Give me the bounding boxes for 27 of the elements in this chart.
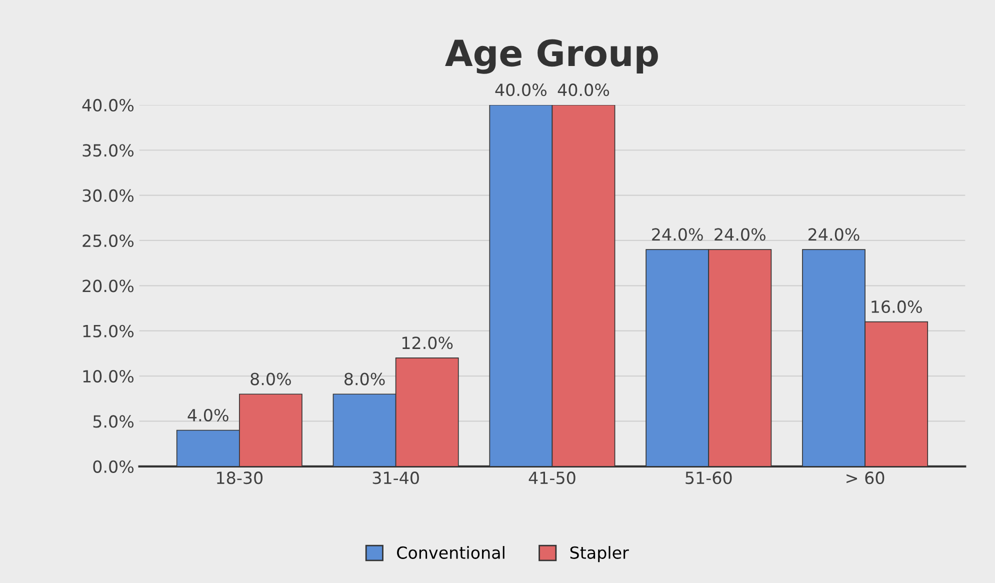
data-label: 24.0% [652,228,703,241]
data-label: 24.0% [808,228,860,241]
legend-label: Stapler [570,546,629,562]
y-tick-label: 20.0% [82,280,134,292]
x-tick-label: > 60 [846,472,884,484]
y-tick-label: 15.0% [83,324,134,338]
y-tick-label: 5.0% [93,415,134,428]
x-tick-label: 31-40 [372,472,419,484]
chart-title: Age Group [445,39,658,74]
data-label: 12.0% [402,336,453,350]
y-tick-label: 10.0% [83,370,134,383]
y-tick-label: 35.0% [82,144,134,157]
data-label: 24.0% [714,228,766,241]
data-label: 40.0% [495,84,546,96]
data-label: 40.0% [558,84,610,96]
y-tick-label: 0.0% [93,460,134,473]
x-tick-label: 18-30 [217,472,263,484]
legend-label: Conventional [397,546,504,559]
data-label: 8.0% [344,372,385,386]
y-tick-label: 40.0% [82,98,134,112]
data-label: 16.0% [872,300,922,314]
y-tick-label: 25.0% [82,234,134,248]
x-tick-label: 41-50 [528,472,576,484]
data-label: 8.0% [250,372,291,386]
y-tick-label: 30.0% [82,189,134,202]
data-label: 4.0% [188,408,228,422]
x-tick-label: 51-60 [686,472,732,484]
